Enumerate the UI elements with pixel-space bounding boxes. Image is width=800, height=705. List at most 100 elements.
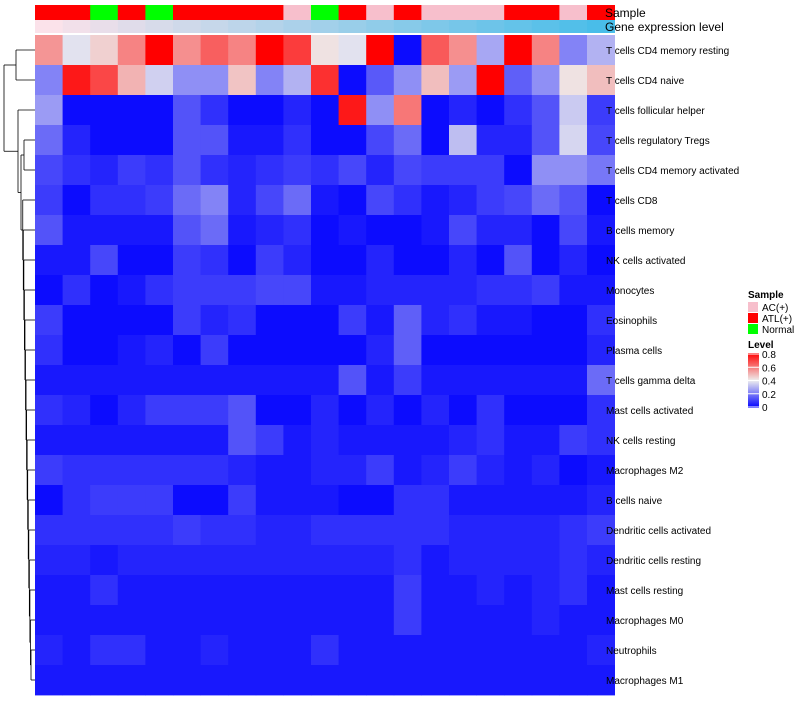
row-labels: T cells CD4 memory resting T cells CD4 na… bbox=[606, 46, 739, 687]
heatmap-cell bbox=[62, 35, 91, 66]
gene-expression-annotation-cell bbox=[504, 20, 533, 33]
heatmap-cell bbox=[449, 275, 477, 306]
gene-expression-annotation-cell bbox=[311, 20, 339, 33]
heatmap-cell bbox=[117, 185, 146, 216]
heatmap-cell bbox=[173, 575, 201, 606]
heatmap-cell bbox=[228, 395, 257, 426]
heatmap-cell bbox=[62, 65, 91, 96]
heatmap-cell bbox=[531, 95, 560, 126]
heatmap-cell bbox=[476, 215, 505, 246]
heatmap-cell bbox=[117, 335, 146, 366]
heatmap-cell bbox=[283, 155, 312, 186]
heatmap-cell bbox=[255, 455, 284, 486]
gene-expression-annotation-cell bbox=[338, 20, 367, 33]
heatmap-cell bbox=[283, 215, 312, 246]
heatmap-cell bbox=[449, 605, 477, 636]
heatmap-cell bbox=[311, 155, 339, 186]
heatmap-cell bbox=[62, 635, 91, 666]
heatmap-cell bbox=[35, 125, 63, 156]
heatmap-cell bbox=[90, 485, 119, 516]
heatmap-cell bbox=[338, 245, 367, 276]
heatmap-cell bbox=[587, 215, 615, 246]
row-label: Neutrophils bbox=[606, 646, 657, 657]
heatmap-cell bbox=[145, 245, 174, 276]
heatmap-cell bbox=[62, 545, 91, 576]
heatmap-cell bbox=[504, 95, 533, 126]
heatmap-cell bbox=[449, 245, 477, 276]
heatmap-cell bbox=[421, 65, 450, 96]
heatmap-cell bbox=[255, 185, 284, 216]
gene-expression-annotation-cell bbox=[200, 20, 229, 33]
heatmap-cell bbox=[338, 635, 367, 666]
heatmap-cell bbox=[283, 605, 312, 636]
gene-expression-annotation-cell bbox=[145, 20, 174, 33]
heatmap-cell bbox=[90, 275, 119, 306]
heatmap-cell bbox=[117, 305, 146, 336]
heatmap-cell bbox=[228, 635, 257, 666]
heatmap-cell bbox=[559, 395, 588, 426]
heatmap-cell bbox=[311, 515, 339, 546]
heatmap-cell bbox=[476, 125, 505, 156]
heatmap-cell bbox=[366, 665, 395, 696]
heatmap-cell bbox=[504, 635, 533, 666]
heatmap-cell bbox=[90, 185, 119, 216]
heatmap-cell bbox=[421, 335, 450, 366]
heatmap-cell bbox=[228, 485, 257, 516]
heatmap-cell bbox=[366, 35, 395, 66]
heatmap-cell bbox=[476, 425, 505, 456]
heatmap-cell bbox=[587, 515, 615, 546]
heatmap-cell bbox=[62, 305, 91, 336]
heatmap-cell bbox=[255, 665, 284, 696]
heatmap-cell bbox=[117, 245, 146, 276]
legend-label-atl: ATL(+) bbox=[762, 314, 792, 325]
heatmap-cell bbox=[587, 185, 615, 216]
row-label: B cells naive bbox=[606, 496, 663, 507]
sample-annotation-cell bbox=[504, 5, 533, 20]
sample-annotation-cell bbox=[421, 5, 450, 20]
heatmap-cell bbox=[311, 485, 339, 516]
heatmap-cell bbox=[200, 665, 229, 696]
sample-annotation-cell bbox=[587, 5, 615, 20]
heatmap-cell bbox=[338, 215, 367, 246]
heatmap-cell bbox=[531, 185, 560, 216]
heatmap-cell bbox=[62, 215, 91, 246]
heatmap-cell bbox=[145, 95, 174, 126]
heatmap-cell bbox=[173, 335, 201, 366]
heatmap-cell bbox=[559, 605, 588, 636]
heatmap-cell bbox=[476, 305, 505, 336]
heatmap-cell bbox=[145, 545, 174, 576]
heatmap-cell bbox=[449, 515, 477, 546]
row-label: Mast cells activated bbox=[606, 406, 693, 417]
heatmap-cell bbox=[228, 185, 257, 216]
heatmap-cell bbox=[476, 65, 505, 96]
heatmap-cell bbox=[393, 155, 422, 186]
heatmap-cell bbox=[200, 155, 229, 186]
heatmap-cell bbox=[173, 125, 201, 156]
heatmap-cell bbox=[421, 455, 450, 486]
heatmap-cell bbox=[421, 425, 450, 456]
heatmap-cell bbox=[449, 155, 477, 186]
heatmap-cell bbox=[366, 425, 395, 456]
heatmap-cell bbox=[504, 65, 533, 96]
heatmap-cell bbox=[283, 245, 312, 276]
heatmap-cell bbox=[283, 455, 312, 486]
heatmap-cell bbox=[90, 455, 119, 486]
heatmap-cell bbox=[200, 185, 229, 216]
heatmap-cell bbox=[587, 395, 615, 426]
heatmap-cell bbox=[117, 605, 146, 636]
heatmap-cell bbox=[476, 455, 505, 486]
heatmap-cell bbox=[587, 635, 615, 666]
heatmap-cell bbox=[311, 575, 339, 606]
heatmap-cell bbox=[35, 515, 63, 546]
heatmap-cell bbox=[90, 365, 119, 396]
heatmap-cell bbox=[255, 515, 284, 546]
row-label: Plasma cells bbox=[606, 346, 662, 357]
heatmap-cell bbox=[283, 35, 312, 66]
sample-annotation-cell bbox=[200, 5, 229, 20]
gene-expression-annotation-label: Gene expression level bbox=[605, 20, 724, 34]
heatmap-cell bbox=[117, 65, 146, 96]
heatmap-cell bbox=[255, 395, 284, 426]
heatmap-cell bbox=[173, 155, 201, 186]
heatmap-cell bbox=[283, 635, 312, 666]
sample-annotation-cell bbox=[559, 5, 588, 20]
